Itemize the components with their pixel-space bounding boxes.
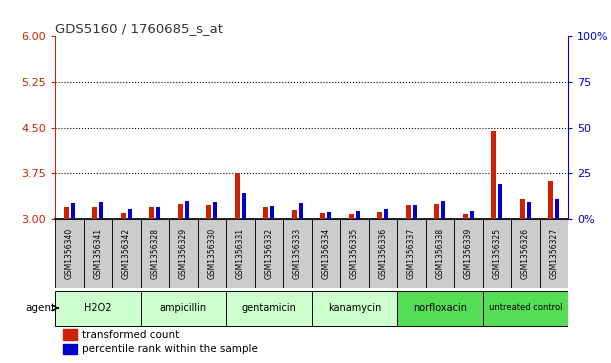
- Bar: [206, 205, 211, 219]
- Bar: [226, 219, 255, 288]
- Bar: [92, 207, 97, 219]
- Bar: [406, 205, 411, 219]
- Bar: [441, 201, 445, 219]
- Bar: [63, 330, 77, 340]
- Bar: [213, 203, 218, 219]
- Bar: [169, 219, 197, 288]
- Bar: [255, 219, 283, 288]
- Bar: [71, 203, 75, 219]
- Bar: [156, 207, 160, 219]
- Text: GSM1356338: GSM1356338: [436, 228, 444, 279]
- Bar: [356, 211, 360, 219]
- Text: norfloxacin: norfloxacin: [413, 303, 467, 313]
- Bar: [491, 131, 496, 219]
- Bar: [120, 213, 126, 219]
- Text: GSM1356332: GSM1356332: [265, 228, 273, 279]
- Bar: [434, 204, 439, 219]
- Bar: [511, 219, 540, 288]
- Bar: [377, 212, 382, 219]
- Bar: [64, 207, 68, 219]
- Bar: [368, 219, 397, 288]
- Text: GSM1356330: GSM1356330: [207, 228, 216, 279]
- Bar: [141, 291, 226, 326]
- Text: GSM1356342: GSM1356342: [122, 228, 131, 279]
- Bar: [470, 211, 474, 219]
- Text: GSM1356331: GSM1356331: [236, 228, 245, 279]
- Text: GSM1356335: GSM1356335: [350, 228, 359, 279]
- Bar: [520, 199, 525, 219]
- Bar: [548, 181, 554, 219]
- Bar: [99, 203, 103, 219]
- Bar: [63, 344, 77, 354]
- Bar: [349, 214, 354, 219]
- Bar: [483, 291, 568, 326]
- Text: H2O2: H2O2: [84, 303, 112, 313]
- Text: GSM1356337: GSM1356337: [407, 228, 416, 279]
- Text: untreated control: untreated control: [489, 303, 562, 313]
- Bar: [312, 291, 397, 326]
- Bar: [454, 219, 483, 288]
- Bar: [340, 219, 368, 288]
- Bar: [235, 173, 240, 219]
- Bar: [413, 205, 417, 219]
- Text: GSM1356334: GSM1356334: [321, 228, 331, 279]
- Text: GSM1356336: GSM1356336: [378, 228, 387, 279]
- Bar: [320, 213, 325, 219]
- Text: GSM1356328: GSM1356328: [150, 228, 159, 279]
- Bar: [185, 201, 189, 219]
- Bar: [55, 291, 141, 326]
- Text: GSM1356329: GSM1356329: [179, 228, 188, 279]
- Bar: [242, 193, 246, 219]
- Text: GDS5160 / 1760685_s_at: GDS5160 / 1760685_s_at: [55, 22, 223, 35]
- Text: GSM1356333: GSM1356333: [293, 228, 302, 279]
- Bar: [327, 212, 331, 219]
- Bar: [84, 219, 112, 288]
- Bar: [426, 219, 454, 288]
- Bar: [128, 209, 132, 219]
- Bar: [463, 214, 468, 219]
- Bar: [197, 219, 226, 288]
- Bar: [384, 209, 389, 219]
- Text: ampicillin: ampicillin: [159, 303, 207, 313]
- Bar: [499, 184, 502, 219]
- Text: percentile rank within the sample: percentile rank within the sample: [82, 344, 258, 354]
- Bar: [263, 207, 268, 219]
- Text: GSM1356325: GSM1356325: [492, 228, 502, 279]
- Bar: [141, 219, 169, 288]
- Bar: [149, 207, 154, 219]
- Bar: [178, 204, 183, 219]
- Bar: [397, 291, 483, 326]
- Text: gentamicin: gentamicin: [241, 303, 296, 313]
- Text: GSM1356341: GSM1356341: [93, 228, 102, 279]
- Text: kanamycin: kanamycin: [327, 303, 381, 313]
- Text: GSM1356326: GSM1356326: [521, 228, 530, 279]
- Bar: [112, 219, 141, 288]
- Bar: [270, 206, 274, 219]
- Bar: [226, 291, 312, 326]
- Bar: [299, 203, 303, 219]
- Text: GSM1356327: GSM1356327: [549, 228, 558, 279]
- Bar: [540, 219, 568, 288]
- Bar: [483, 219, 511, 288]
- Bar: [55, 219, 84, 288]
- Bar: [527, 203, 531, 219]
- Text: agent: agent: [26, 303, 56, 313]
- Bar: [312, 219, 340, 288]
- Text: GSM1356339: GSM1356339: [464, 228, 473, 279]
- Text: transformed count: transformed count: [82, 330, 179, 340]
- Bar: [397, 219, 426, 288]
- Text: GSM1356340: GSM1356340: [65, 228, 74, 279]
- Bar: [555, 199, 560, 219]
- Bar: [283, 219, 312, 288]
- Bar: [291, 210, 297, 219]
